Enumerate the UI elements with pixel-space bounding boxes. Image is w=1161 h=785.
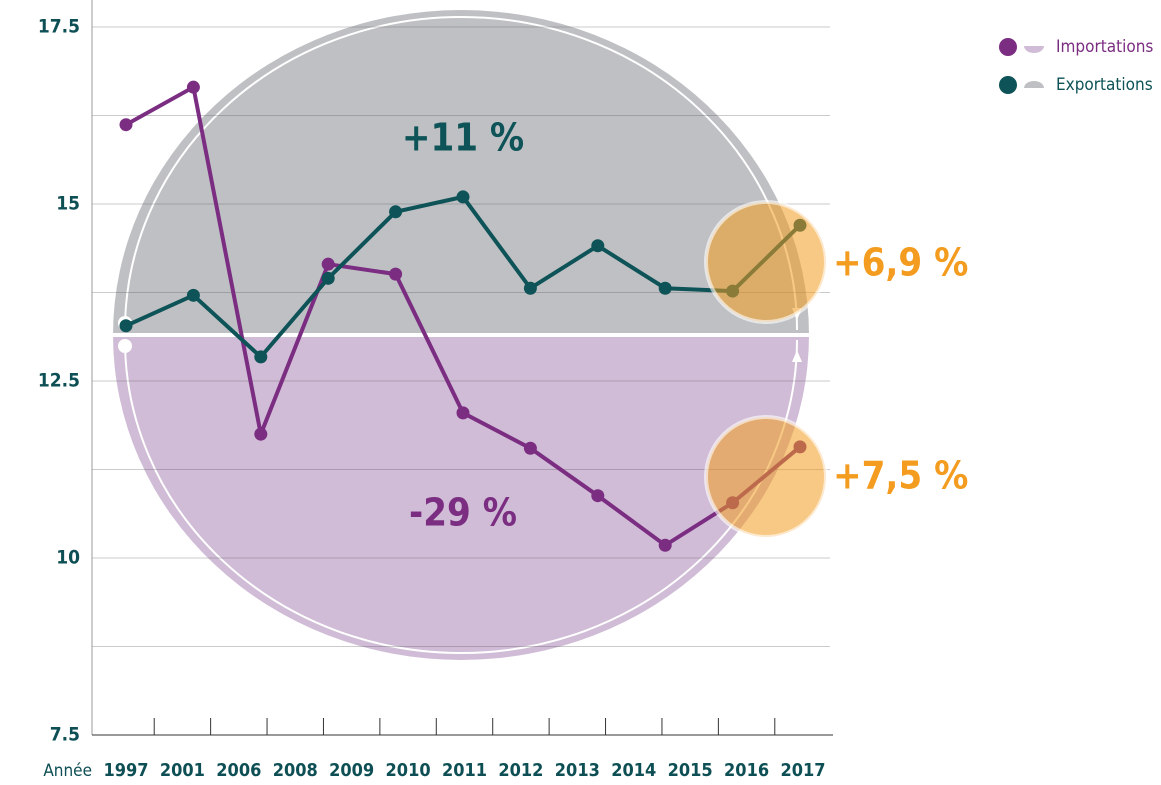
data-point bbox=[456, 190, 470, 204]
annotation: +11 % bbox=[402, 116, 524, 160]
highlight-circles bbox=[704, 200, 828, 539]
background-circle bbox=[113, 10, 809, 660]
data-point bbox=[186, 80, 200, 94]
legend-label: Exportations bbox=[1056, 75, 1153, 95]
data-point bbox=[523, 441, 537, 455]
y-tick-label: 7.5 bbox=[50, 724, 80, 746]
annotation: +7,5 % bbox=[833, 454, 968, 498]
x-tick-label: 2017 bbox=[780, 760, 825, 781]
data-point bbox=[254, 350, 268, 364]
legend-icon bbox=[1024, 46, 1044, 53]
x-tick-label: 1997 bbox=[103, 760, 148, 781]
legend-dot bbox=[999, 38, 1017, 56]
data-point bbox=[591, 239, 605, 253]
y-tick-label: 10 bbox=[56, 547, 80, 569]
annotation: +6,9 % bbox=[833, 241, 968, 285]
data-point bbox=[591, 489, 605, 503]
data-point bbox=[389, 205, 403, 219]
y-tick-label: 12.5 bbox=[38, 370, 80, 392]
data-point bbox=[321, 257, 335, 271]
legend-icon bbox=[1024, 81, 1044, 88]
data-point bbox=[658, 281, 672, 295]
annotation: -29 % bbox=[409, 491, 517, 535]
x-tick-label: 2009 bbox=[329, 760, 374, 781]
data-point bbox=[389, 267, 403, 281]
x-tick-label: 2016 bbox=[724, 760, 769, 781]
x-tick-label: 2008 bbox=[273, 760, 318, 781]
x-tick-label: 2013 bbox=[555, 760, 600, 781]
data-point bbox=[321, 271, 335, 285]
x-tick-label: 2014 bbox=[611, 760, 656, 781]
data-point bbox=[119, 319, 133, 333]
x-tick-label: 2010 bbox=[386, 760, 431, 781]
x-tick-label: 2012 bbox=[498, 760, 543, 781]
x-tick-label: 2006 bbox=[216, 760, 261, 781]
x-tick-label: 2011 bbox=[442, 760, 487, 781]
legend-label: Importations bbox=[1056, 37, 1153, 57]
data-point bbox=[254, 427, 268, 441]
data-point bbox=[119, 118, 133, 132]
x-tick-label: 2015 bbox=[668, 760, 713, 781]
data-point bbox=[186, 288, 200, 302]
y-tick-label: 17.5 bbox=[38, 16, 80, 38]
legend-dot bbox=[999, 76, 1017, 94]
data-point bbox=[456, 406, 470, 420]
data-point bbox=[523, 281, 537, 295]
x-axis-label: Année bbox=[43, 761, 92, 781]
x-tick-label: 2001 bbox=[160, 760, 205, 781]
data-point bbox=[658, 538, 672, 552]
y-tick-label: 15 bbox=[56, 193, 80, 215]
